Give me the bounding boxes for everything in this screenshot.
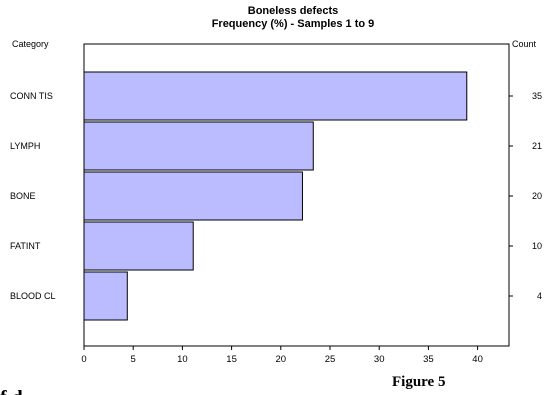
x-tick-label-0: 0 xyxy=(81,354,86,365)
count-label-conn-tis: 35 xyxy=(532,91,542,101)
chart-title: Boneless defects xyxy=(248,5,338,17)
category-label-lymph: LYMPH xyxy=(10,141,40,151)
count-label-lymph: 21 xyxy=(532,141,542,151)
count-axis-label: Count xyxy=(512,39,537,49)
count-label-fatint: 10 xyxy=(532,241,542,251)
x-tick-label-15: 15 xyxy=(226,354,237,365)
count-label-bone: 20 xyxy=(532,191,542,201)
bar-fatint xyxy=(83,221,194,271)
bar-group: CONN TIS 35 LYMPH 21 BONE 20 FATINT 10 BLOOD CL 4 xyxy=(10,71,542,321)
category-label-conn-tis: CONN TIS xyxy=(10,91,53,101)
x-tick-label-30: 30 xyxy=(374,354,385,365)
category-label-bone: BONE xyxy=(10,191,36,201)
x-tick-label-5: 5 xyxy=(131,354,136,365)
category-label-blood-cl: BLOOD CL xyxy=(10,291,56,301)
bar-lymph xyxy=(83,121,314,171)
x-tick-label-35: 35 xyxy=(423,354,434,365)
figure-caption: Figure 5 xyxy=(392,374,445,390)
x-axis: 0 5 10 15 20 25 30 35 40 xyxy=(81,346,483,365)
chart-subtitle: Frequency (%) - Samples 1 to 9 xyxy=(212,18,375,30)
x-tick-label-40: 40 xyxy=(472,354,483,365)
x-tick-label-10: 10 xyxy=(177,354,188,365)
bar-blood-cl xyxy=(83,271,128,321)
category-label-fatint: FATINT xyxy=(10,241,41,251)
count-label-blood-cl: 4 xyxy=(537,291,542,301)
bar-bone xyxy=(83,171,303,221)
x-tick-label-25: 25 xyxy=(325,354,336,365)
x-tick-label-20: 20 xyxy=(276,354,287,365)
bar-conn-tis xyxy=(83,71,468,121)
cropped-text-fragment: f d xyxy=(0,387,23,395)
category-axis-label: Category xyxy=(12,39,49,49)
